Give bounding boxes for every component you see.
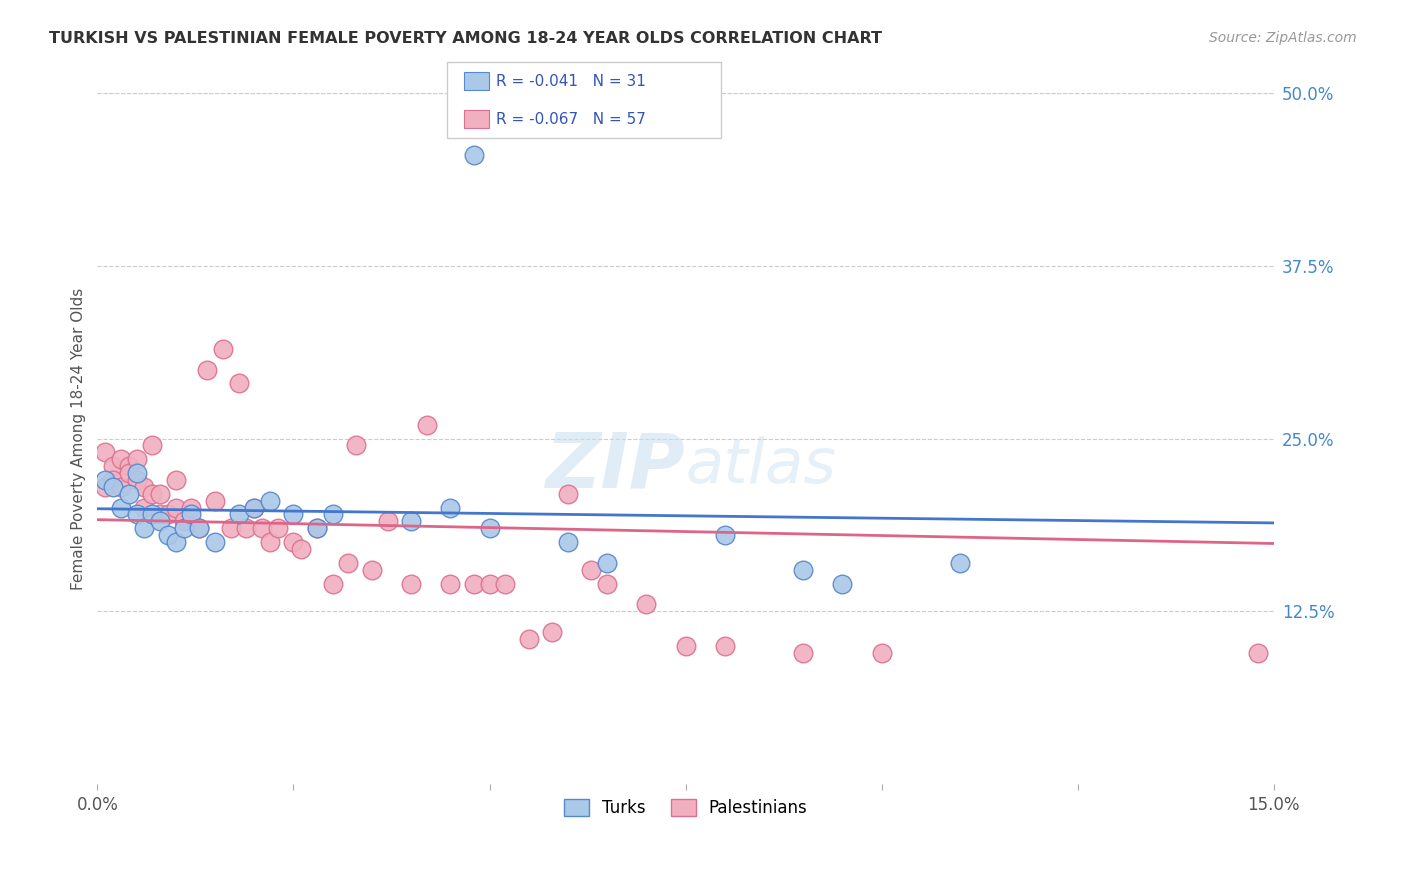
Text: Source: ZipAtlas.com: Source: ZipAtlas.com — [1209, 31, 1357, 45]
Point — [118, 459, 141, 474]
Point — [219, 521, 242, 535]
Point — [494, 576, 516, 591]
Point — [149, 487, 172, 501]
Point — [377, 515, 399, 529]
Point — [141, 508, 163, 522]
Point — [141, 487, 163, 501]
Text: R = -0.067   N = 57: R = -0.067 N = 57 — [496, 112, 647, 127]
Point — [188, 521, 211, 535]
Point — [134, 521, 156, 535]
Point — [243, 500, 266, 515]
Point — [156, 528, 179, 542]
Point — [399, 515, 422, 529]
Point — [439, 500, 461, 515]
Point — [344, 438, 367, 452]
Text: TURKISH VS PALESTINIAN FEMALE POVERTY AMONG 18-24 YEAR OLDS CORRELATION CHART: TURKISH VS PALESTINIAN FEMALE POVERTY AM… — [49, 31, 882, 46]
Point — [235, 521, 257, 535]
Point — [141, 438, 163, 452]
Point — [110, 480, 132, 494]
Point — [870, 646, 893, 660]
Point — [101, 480, 124, 494]
Point — [250, 521, 273, 535]
Point — [125, 473, 148, 487]
Point — [94, 480, 117, 494]
Point — [360, 563, 382, 577]
Point — [463, 576, 485, 591]
Point — [259, 493, 281, 508]
Point — [125, 466, 148, 480]
Point — [416, 417, 439, 432]
Point — [173, 515, 195, 529]
Point — [195, 362, 218, 376]
Point — [949, 556, 972, 570]
Point — [305, 521, 328, 535]
Point — [204, 493, 226, 508]
Point — [463, 148, 485, 162]
Point — [283, 508, 305, 522]
Point — [290, 541, 312, 556]
Point — [180, 500, 202, 515]
Text: R = -0.041   N = 31: R = -0.041 N = 31 — [496, 74, 647, 89]
Point — [831, 576, 853, 591]
Point — [322, 576, 344, 591]
Point — [517, 632, 540, 646]
Point — [204, 535, 226, 549]
Point — [283, 535, 305, 549]
Point — [557, 535, 579, 549]
Point — [149, 515, 172, 529]
Point — [101, 459, 124, 474]
Point — [259, 535, 281, 549]
Point — [125, 508, 148, 522]
Point — [228, 508, 250, 522]
Point — [165, 535, 187, 549]
Point — [118, 487, 141, 501]
Point — [110, 500, 132, 515]
Point — [118, 466, 141, 480]
Point — [322, 508, 344, 522]
Point — [596, 556, 619, 570]
Point — [134, 480, 156, 494]
Point — [1247, 646, 1270, 660]
Legend: Turks, Palestinians: Turks, Palestinians — [557, 792, 814, 823]
Point — [675, 639, 697, 653]
Point — [211, 342, 233, 356]
Point — [156, 508, 179, 522]
Point — [439, 576, 461, 591]
Point — [228, 376, 250, 391]
Point — [337, 556, 360, 570]
Point — [305, 521, 328, 535]
Point — [399, 576, 422, 591]
Point — [596, 576, 619, 591]
Point — [149, 508, 172, 522]
Point — [713, 639, 735, 653]
Point — [557, 487, 579, 501]
Point — [165, 473, 187, 487]
Point — [110, 452, 132, 467]
Point — [636, 597, 658, 611]
Point — [134, 500, 156, 515]
Point — [94, 445, 117, 459]
Point — [180, 508, 202, 522]
Y-axis label: Female Poverty Among 18-24 Year Olds: Female Poverty Among 18-24 Year Olds — [72, 287, 86, 590]
Point — [478, 576, 501, 591]
Point — [165, 500, 187, 515]
Point — [267, 521, 290, 535]
Text: ZIP: ZIP — [546, 429, 686, 503]
Text: atlas: atlas — [686, 436, 837, 496]
Point — [478, 521, 501, 535]
Point — [173, 521, 195, 535]
Point — [792, 646, 814, 660]
Point — [243, 500, 266, 515]
Point — [581, 563, 603, 577]
Point — [188, 521, 211, 535]
Point — [101, 473, 124, 487]
Point — [541, 624, 564, 639]
Point — [94, 473, 117, 487]
Point — [125, 452, 148, 467]
Point — [792, 563, 814, 577]
Point — [713, 528, 735, 542]
